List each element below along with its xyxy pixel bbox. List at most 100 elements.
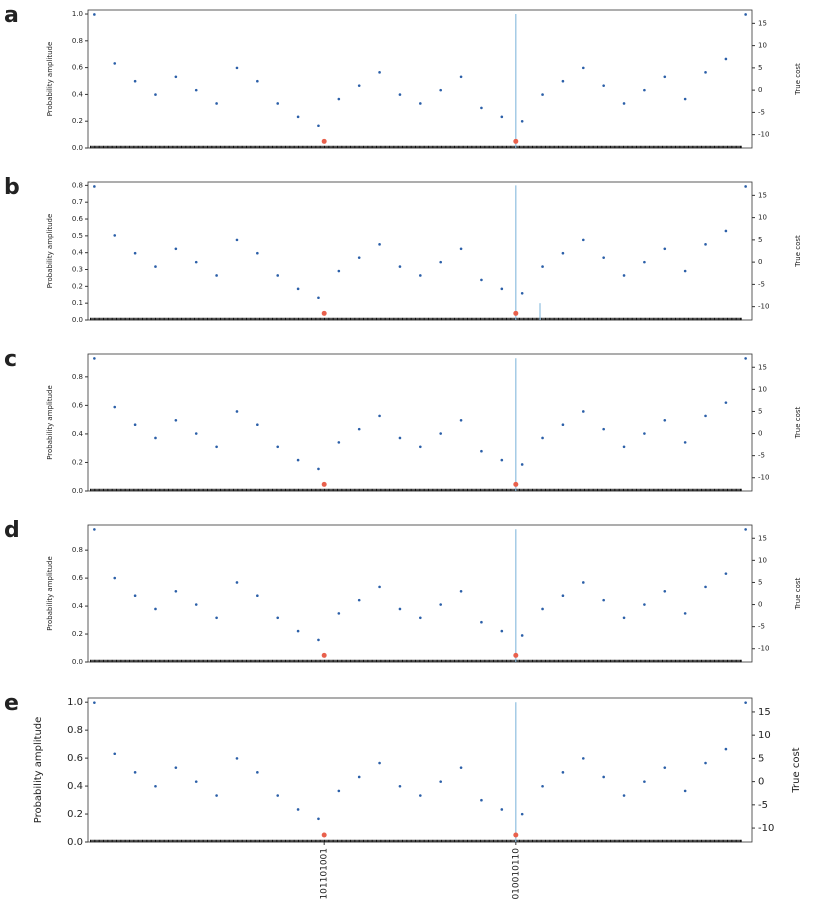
- cost-point: [174, 247, 178, 251]
- y-tick-label: 0.8: [72, 546, 83, 554]
- cost-point: [113, 576, 117, 580]
- cost-point: [724, 229, 728, 233]
- y2-axis-label: True cost: [794, 63, 802, 96]
- cost-point: [235, 238, 239, 242]
- cost-point: [581, 238, 585, 242]
- cost-point: [398, 265, 402, 268]
- optimal-point: [513, 310, 519, 316]
- panel-label: d: [4, 518, 20, 543]
- y2-axis-label: True cost: [794, 406, 802, 439]
- y2-tick-label: 0: [758, 86, 762, 94]
- y-tick-label: 0.4: [72, 602, 84, 610]
- plot-frame: [87, 524, 753, 663]
- cost-point: [174, 418, 178, 422]
- optimal-point: [321, 652, 327, 658]
- cost-point: [215, 616, 218, 620]
- cost-point: [398, 784, 402, 788]
- cost-point: [215, 102, 218, 105]
- panel-label: e: [4, 691, 19, 716]
- cost-point: [256, 79, 259, 83]
- cost-point: [174, 589, 178, 593]
- y2-tick-label: -5: [758, 623, 765, 631]
- cost-point: [663, 589, 667, 593]
- optimal-point: [513, 652, 519, 658]
- cost-point: [113, 752, 117, 756]
- cost-point: [439, 780, 442, 783]
- cost-point: [215, 794, 218, 797]
- y-tick-label: 0.2: [72, 630, 83, 638]
- y2-tick-label: 5: [758, 236, 762, 244]
- y-axis-label: Probability amplitude: [46, 214, 54, 289]
- cost-point: [439, 603, 442, 606]
- x-tick-label: 0101101001: [320, 848, 330, 899]
- cost-point: [500, 287, 504, 291]
- y2-tick-label: 15: [758, 191, 767, 199]
- cost-point: [541, 607, 544, 611]
- plot-frame: [87, 697, 753, 843]
- cost-point: [459, 75, 463, 79]
- y-tick-label: 0.8: [72, 37, 83, 45]
- y2-tick-label: 0: [758, 777, 764, 788]
- y2-tick-label: 10: [758, 556, 767, 564]
- y-tick-label: 0.6: [72, 64, 84, 72]
- cost-point: [643, 432, 646, 435]
- cost-point: [622, 274, 626, 277]
- optimal-point: [321, 481, 327, 487]
- y2-tick-label: 10: [758, 385, 767, 393]
- y2-tick-label: 10: [758, 730, 771, 741]
- y2-tick-label: 5: [758, 578, 762, 586]
- cost-point: [419, 794, 422, 797]
- cost-point: [317, 638, 320, 642]
- cost-point: [459, 247, 463, 251]
- cost-point: [174, 75, 178, 79]
- cost-point: [541, 436, 544, 440]
- y-tick-label: 0.1: [72, 299, 83, 307]
- y2-tick-label: 5: [758, 64, 762, 72]
- cost-point: [194, 88, 198, 92]
- y-tick-label: 0.4: [72, 430, 84, 438]
- y-tick-label: 0.8: [72, 373, 83, 381]
- cost-point: [704, 414, 707, 418]
- y-tick-label: 0.4: [72, 249, 84, 257]
- cost-point: [256, 594, 259, 598]
- cost-point: [93, 357, 96, 360]
- cost-point: [581, 581, 585, 584]
- cost-point: [378, 243, 381, 246]
- cost-point: [480, 278, 483, 282]
- cost-point: [520, 119, 524, 123]
- cost-point: [520, 634, 524, 637]
- cost-point: [500, 808, 504, 811]
- y-tick-label: 0.2: [67, 809, 83, 820]
- cost-point: [704, 71, 707, 74]
- y2-tick-label: 5: [758, 753, 764, 764]
- cost-point: [317, 817, 320, 821]
- cost-point: [520, 463, 524, 466]
- cost-point: [500, 629, 504, 633]
- cost-point: [256, 771, 259, 774]
- cost-point: [317, 467, 320, 471]
- y2-tick-label: 15: [758, 363, 767, 371]
- cost-point: [337, 269, 341, 273]
- optimal-point: [513, 138, 519, 144]
- cost-point: [480, 798, 483, 802]
- cost-point: [541, 265, 544, 268]
- cost-point: [174, 766, 178, 769]
- cost-point: [154, 265, 157, 268]
- y-tick-label: 0.6: [72, 215, 84, 223]
- cost-point: [133, 251, 137, 255]
- y-tick-label: 0.8: [72, 181, 83, 189]
- cost-point: [581, 757, 585, 760]
- cost-point: [378, 71, 381, 74]
- cost-point: [520, 812, 524, 816]
- y-tick-label: 0.6: [67, 753, 83, 764]
- cost-point: [683, 441, 687, 444]
- y-axis-label: Probability amplitude: [46, 556, 54, 631]
- y2-tick-label: -5: [758, 452, 765, 460]
- y-axis-label: Probability amplitude: [46, 42, 54, 117]
- cost-point: [154, 436, 157, 440]
- cost-point: [357, 598, 361, 602]
- y-tick-label: 0.6: [72, 401, 84, 409]
- cost-point: [602, 775, 605, 779]
- cost-point: [480, 620, 483, 624]
- cost-point: [357, 256, 361, 259]
